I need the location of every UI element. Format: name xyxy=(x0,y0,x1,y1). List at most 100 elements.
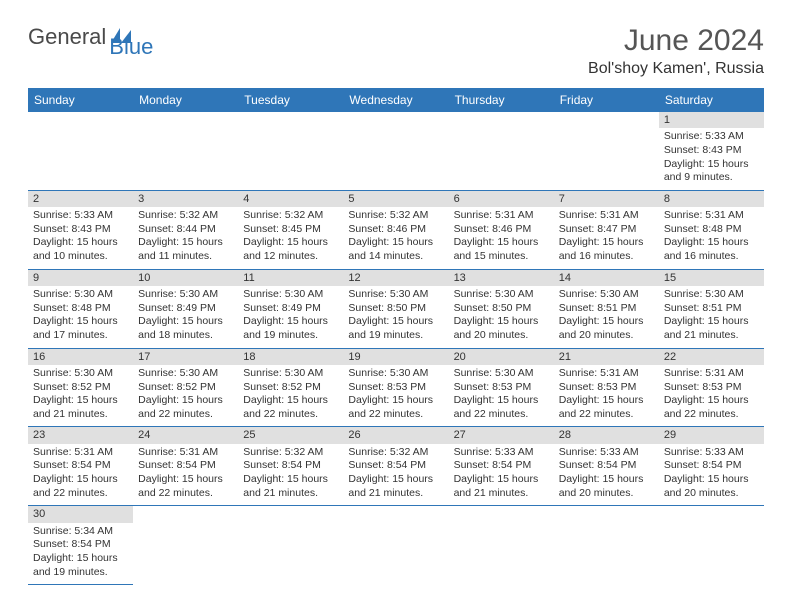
sunset-text: Sunset: 8:45 PM xyxy=(243,223,338,237)
calendar-day-cell: 6 Sunrise: 5:31 AMSunset: 8:46 PMDaylight… xyxy=(449,190,554,269)
daylight-text: and 9 minutes. xyxy=(664,171,759,185)
logo-text-blue: Blue xyxy=(109,34,153,60)
weekday-header: Saturday xyxy=(659,88,764,112)
daylight-text: and 20 minutes. xyxy=(454,329,549,343)
day-number: 27 xyxy=(449,427,554,443)
sunset-text: Sunset: 8:50 PM xyxy=(454,302,549,316)
day-number: 13 xyxy=(449,270,554,286)
calendar-day-cell: 24Sunrise: 5:31 AMSunset: 8:54 PMDayligh… xyxy=(133,427,238,506)
sunrise-text: Sunrise: 5:30 AM xyxy=(138,367,233,381)
sunset-text: Sunset: 8:46 PM xyxy=(454,223,549,237)
calendar-day-cell: 30Sunrise: 5:34 AMSunset: 8:54 PMDayligh… xyxy=(28,506,133,585)
location-label: Bol'shoy Kamen', Russia xyxy=(588,60,764,78)
logo-text-general: General xyxy=(28,24,106,50)
calendar-empty-cell xyxy=(554,506,659,585)
weekday-header: Friday xyxy=(554,88,659,112)
daylight-text: and 16 minutes. xyxy=(559,250,654,264)
calendar-empty-cell xyxy=(28,112,133,190)
calendar-day-cell: 17Sunrise: 5:30 AMSunset: 8:52 PMDayligh… xyxy=(133,348,238,427)
daylight-text: and 20 minutes. xyxy=(559,487,654,501)
daylight-text: and 22 minutes. xyxy=(138,487,233,501)
day-number: 11 xyxy=(238,270,343,286)
calendar-day-cell: 25Sunrise: 5:32 AMSunset: 8:54 PMDayligh… xyxy=(238,427,343,506)
sunrise-text: Sunrise: 5:31 AM xyxy=(454,209,549,223)
daylight-text: Daylight: 15 hours xyxy=(559,236,654,250)
daylight-text: Daylight: 15 hours xyxy=(664,315,759,329)
daylight-text: and 20 minutes. xyxy=(664,487,759,501)
sunrise-text: Sunrise: 5:32 AM xyxy=(138,209,233,223)
sunset-text: Sunset: 8:43 PM xyxy=(664,144,759,158)
sunrise-text: Sunrise: 5:33 AM xyxy=(664,130,759,144)
daylight-text: Daylight: 15 hours xyxy=(33,473,128,487)
sunset-text: Sunset: 8:51 PM xyxy=(664,302,759,316)
day-number: 18 xyxy=(238,349,343,365)
sunrise-text: Sunrise: 5:33 AM xyxy=(559,446,654,460)
sunset-text: Sunset: 8:43 PM xyxy=(33,223,128,237)
calendar-day-cell: 18Sunrise: 5:30 AMSunset: 8:52 PMDayligh… xyxy=(238,348,343,427)
calendar-day-cell: 23Sunrise: 5:31 AMSunset: 8:54 PMDayligh… xyxy=(28,427,133,506)
sunrise-text: Sunrise: 5:30 AM xyxy=(559,288,654,302)
day-number: 6 xyxy=(449,191,554,207)
sunrise-text: Sunrise: 5:33 AM xyxy=(33,209,128,223)
calendar-day-cell: 13Sunrise: 5:30 AMSunset: 8:50 PMDayligh… xyxy=(449,269,554,348)
day-number: 10 xyxy=(133,270,238,286)
calendar-day-cell: 20Sunrise: 5:30 AMSunset: 8:53 PMDayligh… xyxy=(449,348,554,427)
sunset-text: Sunset: 8:52 PM xyxy=(138,381,233,395)
sunset-text: Sunset: 8:54 PM xyxy=(559,459,654,473)
daylight-text: Daylight: 15 hours xyxy=(664,394,759,408)
daylight-text: Daylight: 15 hours xyxy=(348,394,443,408)
sunrise-text: Sunrise: 5:30 AM xyxy=(243,367,338,381)
calendar-day-cell: 15Sunrise: 5:30 AMSunset: 8:51 PMDayligh… xyxy=(659,269,764,348)
calendar-week-row: 30Sunrise: 5:34 AMSunset: 8:54 PMDayligh… xyxy=(28,506,764,585)
daylight-text: Daylight: 15 hours xyxy=(243,473,338,487)
sunrise-text: Sunrise: 5:31 AM xyxy=(33,446,128,460)
daylight-text: and 19 minutes. xyxy=(348,329,443,343)
sunset-text: Sunset: 8:54 PM xyxy=(664,459,759,473)
calendar-day-cell: 19Sunrise: 5:30 AMSunset: 8:53 PMDayligh… xyxy=(343,348,448,427)
daylight-text: Daylight: 15 hours xyxy=(138,236,233,250)
calendar-empty-cell xyxy=(133,506,238,585)
day-number: 15 xyxy=(659,270,764,286)
daylight-text: and 15 minutes. xyxy=(454,250,549,264)
day-number: 3 xyxy=(133,191,238,207)
daylight-text: and 22 minutes. xyxy=(138,408,233,422)
calendar-table: SundayMondayTuesdayWednesdayThursdayFrid… xyxy=(28,88,764,585)
sunrise-text: Sunrise: 5:30 AM xyxy=(348,367,443,381)
daylight-text: and 22 minutes. xyxy=(664,408,759,422)
day-number: 21 xyxy=(554,349,659,365)
day-number: 29 xyxy=(659,427,764,443)
sunset-text: Sunset: 8:50 PM xyxy=(348,302,443,316)
daylight-text: and 21 minutes. xyxy=(664,329,759,343)
sunset-text: Sunset: 8:47 PM xyxy=(559,223,654,237)
daylight-text: and 20 minutes. xyxy=(559,329,654,343)
sunrise-text: Sunrise: 5:31 AM xyxy=(559,367,654,381)
daylight-text: Daylight: 15 hours xyxy=(243,236,338,250)
calendar-empty-cell xyxy=(343,506,448,585)
calendar-day-cell: 1Sunrise: 5:33 AMSunset: 8:43 PMDaylight… xyxy=(659,112,764,190)
weekday-header: Thursday xyxy=(449,88,554,112)
sunset-text: Sunset: 8:54 PM xyxy=(243,459,338,473)
sunrise-text: Sunrise: 5:30 AM xyxy=(454,288,549,302)
day-number: 7 xyxy=(554,191,659,207)
day-number: 5 xyxy=(343,191,448,207)
daylight-text: Daylight: 15 hours xyxy=(33,552,128,566)
sunset-text: Sunset: 8:53 PM xyxy=(559,381,654,395)
sunrise-text: Sunrise: 5:33 AM xyxy=(664,446,759,460)
weekday-header: Sunday xyxy=(28,88,133,112)
daylight-text: Daylight: 15 hours xyxy=(559,473,654,487)
calendar-day-cell: 7Sunrise: 5:31 AMSunset: 8:47 PMDaylight… xyxy=(554,190,659,269)
day-number: 19 xyxy=(343,349,448,365)
daylight-text: and 21 minutes. xyxy=(33,408,128,422)
day-number: 25 xyxy=(238,427,343,443)
calendar-empty-cell xyxy=(133,112,238,190)
title-block: June 2024 Bol'shoy Kamen', Russia xyxy=(588,24,764,78)
sunset-text: Sunset: 8:46 PM xyxy=(348,223,443,237)
daylight-text: Daylight: 15 hours xyxy=(243,394,338,408)
weekday-header: Wednesday xyxy=(343,88,448,112)
daylight-text: Daylight: 15 hours xyxy=(348,473,443,487)
calendar-day-cell: 27Sunrise: 5:33 AMSunset: 8:54 PMDayligh… xyxy=(449,427,554,506)
day-number: 20 xyxy=(449,349,554,365)
daylight-text: Daylight: 15 hours xyxy=(454,236,549,250)
month-title: June 2024 xyxy=(588,24,764,58)
calendar-page: General Blue June 2024 Bol'shoy Kamen', … xyxy=(0,0,792,585)
